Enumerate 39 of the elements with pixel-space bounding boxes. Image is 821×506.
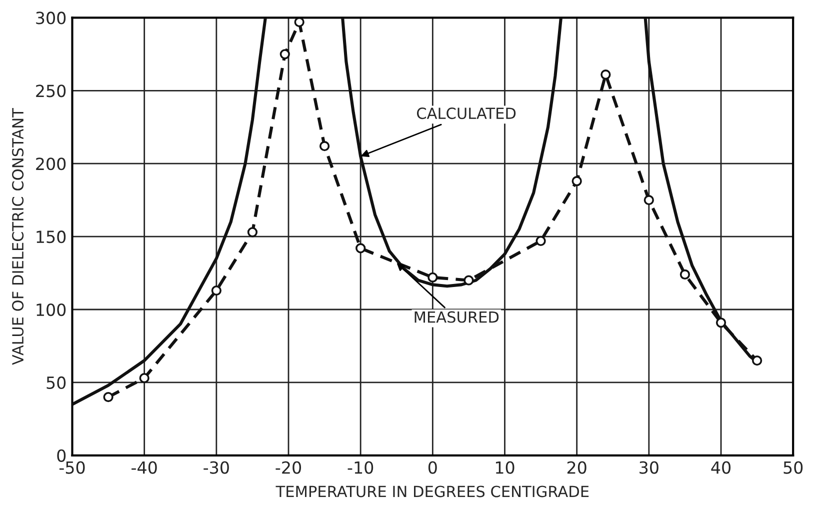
point bbox=[536, 236, 546, 246]
x-tick-label: 10 bbox=[496, 461, 514, 474]
annotation: MEASURED bbox=[414, 311, 499, 323]
x-tick-label: -50 bbox=[59, 461, 85, 474]
x-axis-title: TEMPERATURE IN DEGREES CENTIGRADE bbox=[276, 486, 589, 498]
point bbox=[464, 275, 474, 286]
y-axis-title: VALUE OF DIELECTRIC CONSTANT bbox=[12, 108, 24, 365]
y-tick-label: 300 bbox=[36, 12, 66, 24]
x-tick-label: -10 bbox=[348, 461, 374, 474]
point bbox=[680, 269, 690, 280]
point bbox=[247, 227, 258, 238]
point bbox=[428, 272, 438, 282]
y-tick-label: 0 bbox=[57, 449, 66, 462]
point bbox=[319, 141, 330, 152]
point bbox=[752, 355, 762, 366]
point bbox=[600, 70, 611, 80]
x-tick-label: -20 bbox=[276, 461, 302, 474]
point bbox=[716, 318, 726, 328]
y-tick-label: 200 bbox=[36, 158, 66, 170]
x-tick-label: 0 bbox=[428, 461, 437, 474]
point bbox=[211, 285, 222, 296]
x-tick-label: 50 bbox=[784, 461, 803, 474]
y-tick-label: 100 bbox=[36, 303, 66, 316]
y-tick-label: 250 bbox=[36, 84, 66, 98]
y-tick-label: 150 bbox=[36, 230, 66, 244]
point bbox=[356, 243, 366, 254]
point bbox=[572, 176, 582, 186]
x-tick-label: -40 bbox=[132, 461, 157, 474]
x-tick-label: 40 bbox=[711, 461, 730, 474]
y-tick-label: 50 bbox=[46, 376, 66, 390]
x-tick-label: 30 bbox=[640, 461, 658, 474]
x-tick-label: -30 bbox=[204, 461, 229, 474]
annotation: CALCULATED bbox=[416, 108, 516, 120]
point bbox=[103, 392, 114, 402]
point bbox=[644, 195, 654, 206]
point bbox=[294, 18, 304, 28]
x-tick-label: 20 bbox=[567, 461, 586, 474]
point bbox=[280, 49, 290, 60]
point bbox=[139, 373, 150, 384]
